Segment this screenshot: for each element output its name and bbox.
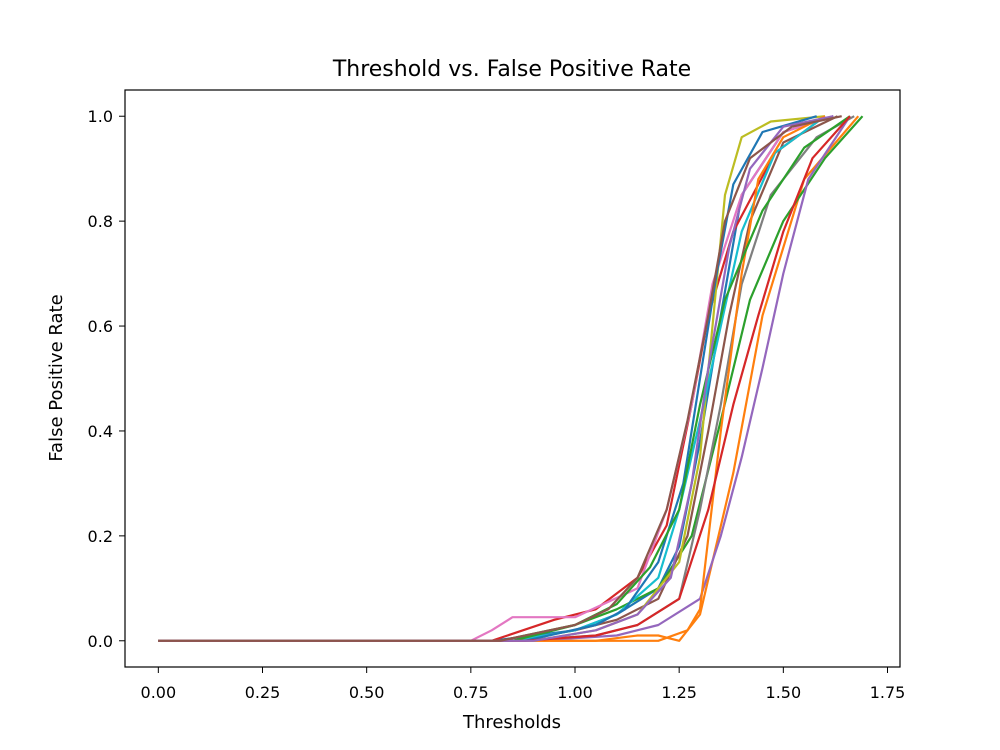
- series-line-4: [158, 115, 826, 642]
- series-line-15: [158, 115, 834, 642]
- series-layer: [158, 115, 864, 642]
- x-tick-label: 0.00: [141, 683, 177, 702]
- x-tick-label: 0.50: [349, 683, 385, 702]
- y-axis-label: False Positive Rate: [46, 294, 67, 461]
- y-tick-label: 1.0: [88, 107, 113, 126]
- x-tick-label: 1.25: [661, 683, 697, 702]
- x-axis: 0.00 0.25 0.50 0.75 1.00 1.25 1.50 1.75: [141, 667, 906, 702]
- series-line-16: [158, 115, 842, 642]
- plot-area-frame: [124, 89, 901, 668]
- x-tick-label: 1.75: [870, 683, 906, 702]
- chart-title: Threshold vs. False Positive Rate: [332, 57, 691, 82]
- y-tick-label: 0.8: [88, 212, 113, 231]
- y-tick-label: 0.0: [88, 632, 113, 651]
- y-tick-label: 0.4: [88, 422, 113, 441]
- series-line-5: [158, 115, 851, 642]
- series-line-12: [158, 115, 826, 642]
- series-line-13: [158, 115, 851, 642]
- x-tick-label: 1.00: [557, 683, 593, 702]
- x-tick-label: 0.25: [245, 683, 281, 702]
- y-tick-label: 0.2: [88, 527, 113, 546]
- x-axis-label: Thresholds: [462, 712, 561, 733]
- series-line-14: [158, 115, 851, 642]
- series-line-7: [158, 115, 834, 642]
- x-tick-label: 0.75: [453, 683, 489, 702]
- y-axis: 0.0 0.2 0.4 0.6 0.8 1.0: [88, 107, 125, 651]
- x-tick-label: 1.50: [766, 683, 802, 702]
- y-tick-label: 0.6: [88, 317, 113, 336]
